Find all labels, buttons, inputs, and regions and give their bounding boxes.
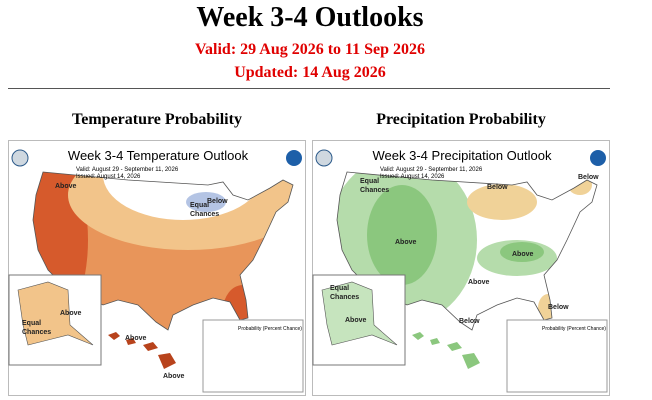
page-title: Week 3-4 Outlooks <box>196 2 424 33</box>
map-title: Week 3-4 Precipitation Outlook <box>373 148 552 163</box>
map-label: Chances <box>22 329 51 336</box>
map-label: Above <box>55 183 77 190</box>
map-label: Above <box>395 239 417 246</box>
precipitation-map: Week 3-4 Precipitation Outlook Valid: Aug… <box>312 140 610 396</box>
map-label: Above <box>125 335 147 342</box>
map-label: Below <box>548 304 569 311</box>
legend-title: Probability (Percent Chance) <box>238 326 302 332</box>
map-label: Equal <box>190 202 209 209</box>
map-label: Below <box>578 174 599 181</box>
issued-line: Issued: August 14, 2026 <box>76 174 141 180</box>
divider <box>8 88 610 89</box>
map-label: Above <box>345 317 367 324</box>
map-label: Below <box>487 184 508 191</box>
map-label: Above <box>163 373 185 380</box>
valid-line: Valid: August 29 - September 11, 2026 <box>76 167 179 173</box>
map-label: Chances <box>360 187 389 194</box>
valid-line: Valid: August 29 - September 11, 2026 <box>380 167 483 173</box>
map-label: Chances <box>330 294 359 301</box>
map-label: Above <box>60 310 82 317</box>
map-label: Below <box>207 198 228 205</box>
map-label: Equal <box>360 178 379 185</box>
map-label: Equal <box>330 285 349 292</box>
map-label: Below <box>459 318 480 325</box>
panel-heading: Precipitation Probability <box>376 111 546 128</box>
map-title: Week 3-4 Temperature Outlook <box>68 148 249 163</box>
panel-heading: Temperature Probability <box>72 111 242 128</box>
map-label: Above <box>468 279 490 286</box>
map-label: Equal <box>22 320 41 327</box>
issued-line: Issued: August 14, 2026 <box>380 174 445 180</box>
updated-date: Updated: 14 Aug 2026 <box>234 64 386 81</box>
map-label: Above <box>512 251 534 258</box>
temperature-map: Week 3-4 Temperature Outlook Valid: Augus… <box>8 140 306 396</box>
legend-title: Probability (Percent Chance) <box>542 326 606 332</box>
valid-dates: Valid: 29 Aug 2026 to 11 Sep 2026 <box>194 41 426 58</box>
map-label: Chances <box>190 211 219 218</box>
